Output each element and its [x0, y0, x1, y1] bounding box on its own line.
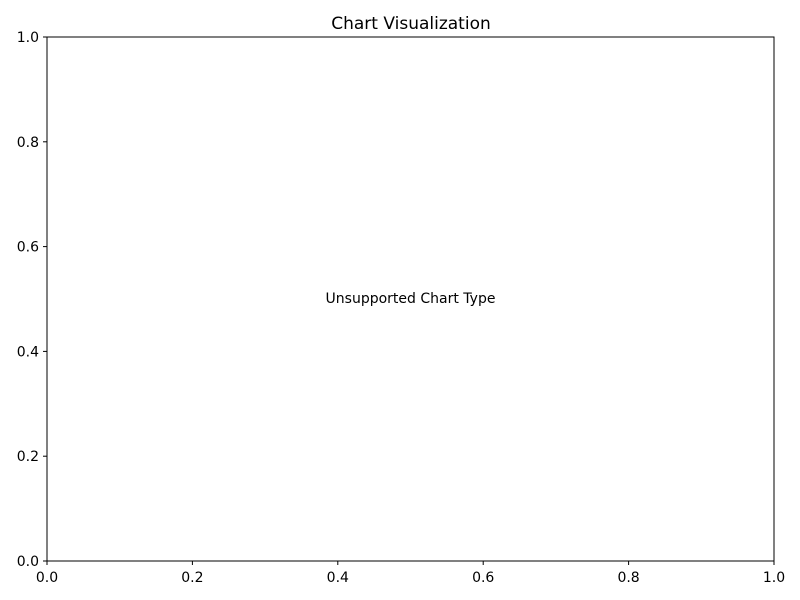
x-tick-label: 1.0 [763, 570, 785, 586]
chart-annotation-unsupported: Unsupported Chart Type [326, 291, 496, 307]
x-tick-label: 0.2 [181, 570, 203, 586]
x-tick-label: 0.0 [36, 570, 58, 586]
y-tick-label: 0.8 [17, 135, 39, 151]
x-axis: 0.0 0.2 0.4 0.6 0.8 1.0 [36, 561, 785, 586]
x-tick-label: 0.6 [472, 570, 494, 586]
y-axis: 0.0 0.2 0.4 0.6 0.8 1.0 [17, 30, 47, 570]
plot-area-frame [46, 36, 775, 562]
x-tick-label: 0.4 [327, 570, 349, 586]
y-tick-label: 0.6 [17, 240, 39, 256]
x-tick-label: 0.8 [617, 570, 639, 586]
y-tick-label: 0.0 [17, 554, 39, 570]
y-tick-label: 0.2 [17, 449, 39, 465]
chart-title: Chart Visualization [331, 14, 491, 34]
y-tick-label: 1.0 [17, 30, 39, 46]
y-tick-label: 0.4 [17, 344, 39, 360]
